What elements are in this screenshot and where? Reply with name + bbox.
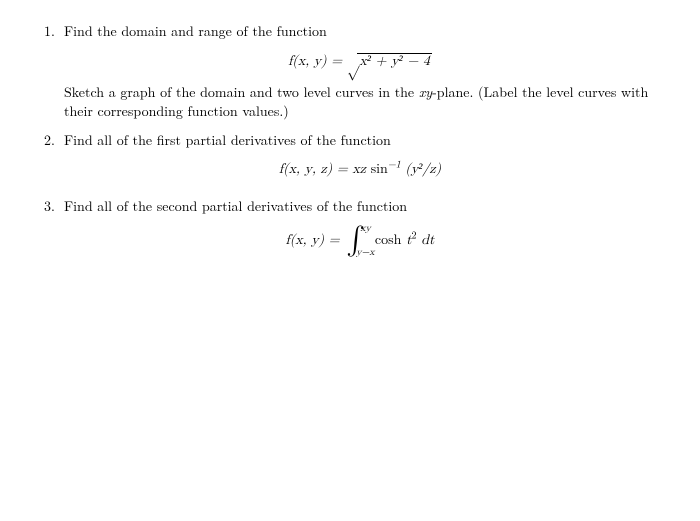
problem-text: Find the domain and range of the functio… <box>64 21 327 41</box>
problem-text: Find all of the first partial derivative… <box>64 130 391 150</box>
problem-number: 1. <box>44 22 64 121</box>
integral-upper: xy <box>360 222 371 236</box>
eq-exponent: −1 <box>388 159 401 169</box>
eq-lhs: f(x, y) = <box>288 54 347 68</box>
text-part: Sketch a graph of the domain and two lev… <box>64 82 419 102</box>
problem-text: Find all of the second partial derivativ… <box>64 196 407 216</box>
eq-sin: sin <box>371 162 388 176</box>
problem-1: 1. Find the domain and range of the func… <box>44 22 656 121</box>
equation: f(x, y) = √x² + y² − 4 <box>64 51 656 71</box>
integral-lower: y−x <box>356 246 374 260</box>
problem-number: 3. <box>44 197 64 268</box>
problem-3: 3. Find all of the second partial deriva… <box>44 197 656 268</box>
problem-body: Find all of the second partial derivativ… <box>64 197 656 268</box>
equation: f(x, y, z) = xz sin−1 (y²/z) <box>64 160 656 179</box>
radical-icon: √ <box>347 54 360 69</box>
integral: ∫ xy y−x <box>346 226 368 256</box>
problem-body: Find all of the first partial derivative… <box>64 131 656 191</box>
eq-cosh: cosh <box>370 233 406 247</box>
eq-lhs: f(x, y) = <box>286 233 345 247</box>
eq-arg: (y²/z) <box>401 162 441 176</box>
problem-text-2: Sketch a graph of the domain and two lev… <box>64 83 656 121</box>
problem-2: 2. Find all of the first partial derivat… <box>44 131 656 191</box>
xy-text: xy <box>419 82 432 102</box>
problem-body: Find the domain and range of the functio… <box>64 22 656 121</box>
problem-number: 2. <box>44 131 64 191</box>
radicand-text: x² + y² − 4 <box>359 54 430 68</box>
eq-lhs: f(x, y, z) = xz <box>279 162 371 176</box>
eq-dt: dt <box>417 233 435 247</box>
equation: f(x, y) = ∫ xy y−x cosh t2 dt <box>64 226 656 256</box>
radicand: x² + y² − 4 <box>357 53 432 69</box>
page: 1. Find the domain and range of the func… <box>0 0 700 268</box>
